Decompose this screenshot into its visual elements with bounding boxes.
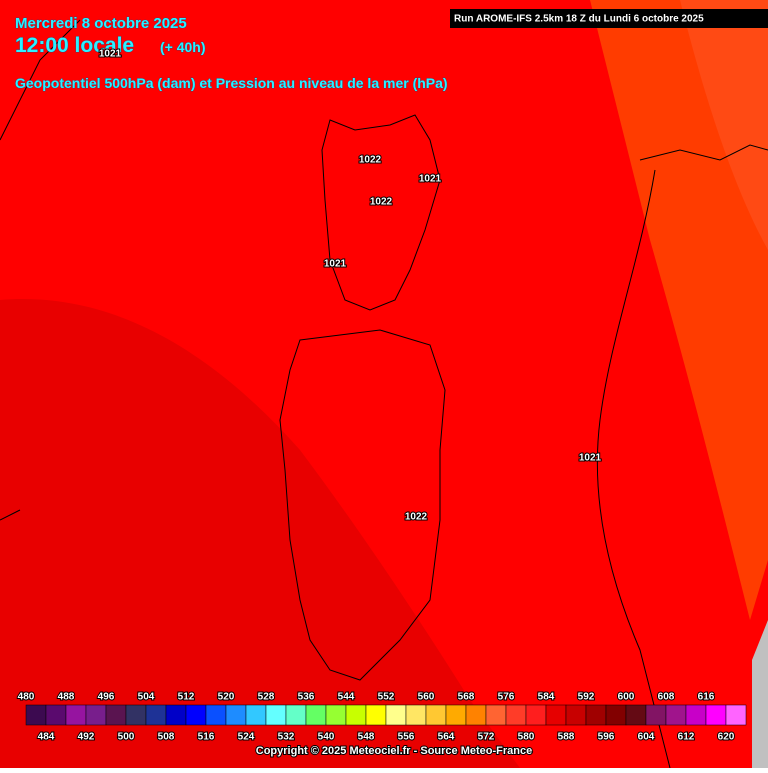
colorbar-label: 612 [678, 732, 695, 743]
color-swatch [685, 704, 707, 726]
isobar-labels: 1021 1022 1021 1022 1021 1021 1022 [98, 48, 603, 524]
run-info: Run AROME-IFS 2.5km 18 Z du Lundi 6 octo… [454, 14, 704, 25]
time: 12:00 locale [15, 34, 134, 57]
colorbar-label: 552 [378, 692, 395, 703]
colorbar-label: 540 [318, 732, 335, 743]
color-swatch [365, 704, 387, 726]
color-swatch [185, 704, 207, 726]
colorbar-label: 564 [438, 732, 455, 743]
field-orange-2 [680, 0, 768, 250]
colorbar-label: 592 [578, 692, 595, 703]
field-lower [0, 299, 520, 768]
no-data [752, 620, 768, 768]
colorbar-label: 544 [338, 692, 355, 703]
subtitle: Geopotentiel 500hPa (dam) et Pression au… [15, 75, 448, 91]
color-swatch [245, 704, 267, 726]
isobar-label: 1021 [419, 174, 442, 185]
date: Mercredi 8 octobre 2025 [15, 15, 187, 32]
colorbar-label: 580 [518, 732, 535, 743]
colorbar-label: 536 [298, 692, 315, 703]
colorbar-label: 608 [658, 692, 675, 703]
coastline [639, 144, 768, 161]
color-swatch [85, 704, 107, 726]
color-swatch [585, 704, 607, 726]
color-swatch [125, 704, 147, 726]
colorbar-label: 560 [418, 692, 435, 703]
isobar-label: 1021 [324, 259, 347, 270]
colorbar-label: 596 [598, 732, 615, 743]
color-swatch [725, 704, 747, 726]
colorbar-label: 520 [218, 692, 235, 703]
color-swatch [385, 704, 407, 726]
colorbar-label: 508 [158, 732, 175, 743]
colorbar-label: 528 [258, 692, 275, 703]
colorbar-label: 488 [58, 692, 75, 703]
colorbar-label: 604 [638, 732, 655, 743]
colorbar-label: 512 [178, 692, 195, 703]
copyright: Copyright © 2025 Meteociel.fr - Source M… [256, 745, 532, 757]
color-swatch [325, 704, 347, 726]
color-swatch [305, 704, 327, 726]
color-swatch [145, 704, 167, 726]
colorbar-label: 480 [18, 692, 35, 703]
color-swatch [285, 704, 307, 726]
color-swatch [105, 704, 127, 726]
color-swatch [465, 704, 487, 726]
isobar-label: 1022 [370, 197, 393, 208]
color-swatch [265, 704, 287, 726]
run-box [450, 9, 768, 28]
colorbar-label: 568 [458, 692, 475, 703]
colorbar-label: 492 [78, 732, 95, 743]
isobar-label: 1022 [359, 155, 382, 166]
colorbar-label: 504 [138, 692, 155, 703]
colorbar-label: 532 [278, 732, 295, 743]
colorbar-label: 484 [38, 732, 55, 743]
isobar-label: 1021 [579, 453, 602, 464]
color-swatch [485, 704, 507, 726]
isobar [596, 169, 671, 769]
coastline [321, 114, 441, 311]
colorbar-label: 576 [498, 692, 515, 703]
color-swatch [665, 704, 687, 726]
color-swatch [605, 704, 627, 726]
color-swatch [205, 704, 227, 726]
color-swatch [505, 704, 527, 726]
colorbar-label: 556 [398, 732, 415, 743]
colorbar-label: 524 [238, 732, 255, 743]
color-swatch [625, 704, 647, 726]
colorbar-label: 500 [118, 732, 135, 743]
colorbar-label: 620 [718, 732, 735, 743]
colorbar-label: 600 [618, 692, 635, 703]
coastline [279, 329, 446, 681]
lead-time: (+ 40h) [160, 39, 206, 55]
color-swatch [545, 704, 567, 726]
color-swatch [225, 704, 247, 726]
colorbar-label: 516 [198, 732, 215, 743]
colorbar-label: 584 [538, 692, 555, 703]
colorbar-label: 548 [358, 732, 375, 743]
color-swatch [345, 704, 367, 726]
colorbar-label: 496 [98, 692, 115, 703]
color-swatch [165, 704, 187, 726]
coastline [0, 19, 81, 521]
color-swatch [405, 704, 427, 726]
color-swatch [705, 704, 727, 726]
colorbar-label: 588 [558, 732, 575, 743]
color-swatch [645, 704, 667, 726]
color-swatch [425, 704, 447, 726]
color-swatch [565, 704, 587, 726]
colorbar: 480 484 488 492 496 500 504 508 512 516 520 524 528 5… [17, 691, 747, 744]
color-swatch [45, 704, 67, 726]
field-orange [590, 0, 768, 620]
color-swatch [65, 704, 87, 726]
color-swatch [25, 704, 47, 726]
color-swatch [525, 704, 547, 726]
isobar-label: 1022 [405, 512, 428, 523]
isobar-label: 1021 [99, 49, 122, 60]
colorbar-label: 572 [478, 732, 495, 743]
color-swatch [445, 704, 467, 726]
colorbar-label: 616 [698, 692, 715, 703]
